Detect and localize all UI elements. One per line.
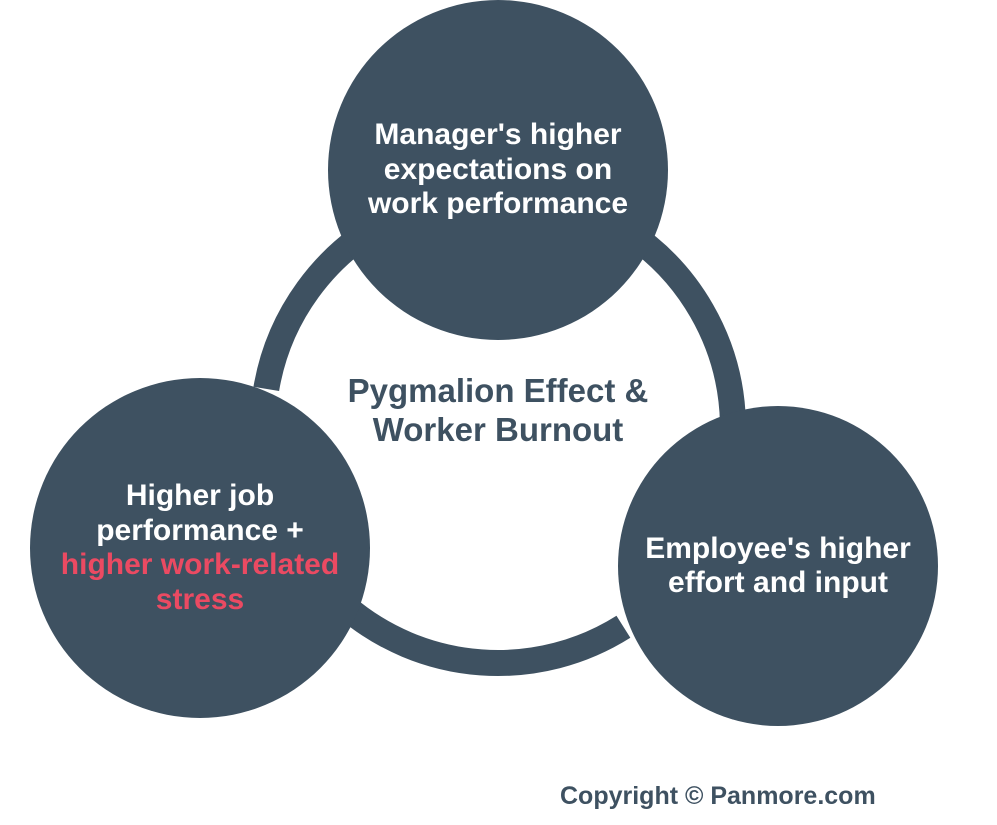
node-manager-label: Manager's higher expectations on work pe… [328,118,668,222]
node-performance-label-highlight: higher work-related stress [48,548,352,617]
diagram-canvas: Pygmalion Effect & Worker Burnout Manage… [0,0,997,825]
node-performance-label-main: Higher job performance + [96,479,304,547]
center-title: Pygmalion Effect & Worker Burnout [338,371,658,450]
node-employee-label: Employee's higher effort and input [618,532,938,601]
node-performance: Higher job performance + higher work-rel… [30,378,370,718]
node-manager: Manager's higher expectations on work pe… [328,0,668,340]
node-performance-label-wrap: Higher job performance + higher work-rel… [30,479,370,617]
copyright-text: Copyright © Panmore.com [560,782,876,811]
node-employee: Employee's higher effort and input [618,406,938,726]
